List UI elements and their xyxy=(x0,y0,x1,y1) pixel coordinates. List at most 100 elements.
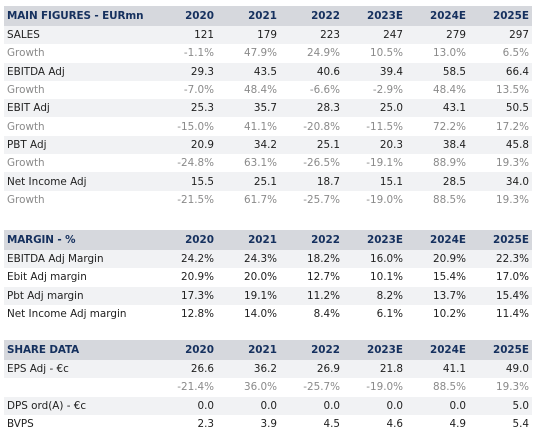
cell-value: 29.3 xyxy=(190,65,214,78)
year-header: 2021 xyxy=(248,344,277,356)
cell-value: 25.0 xyxy=(379,102,403,115)
table-row: EPS Adj - €c 26.6 36.2 26.9 21.8 41.1 49.0 xyxy=(4,360,532,379)
year-header: 2020 xyxy=(185,234,214,246)
year-header: 2025E xyxy=(492,234,529,246)
cell-value: 26.6 xyxy=(190,363,214,376)
row-label: Growth xyxy=(7,47,45,60)
cell-value: 13.7% xyxy=(432,289,466,302)
growth-row: Growth -24.8% 63.1% -26.5% -19.1% 88.9% 19.3% xyxy=(4,154,532,172)
cell-value: -21.5% xyxy=(177,193,214,206)
year-header: 2025E xyxy=(492,344,529,356)
year-header: 2025E xyxy=(492,10,529,22)
cell-value: 223 xyxy=(320,29,340,42)
cell-value: 58.5 xyxy=(442,65,466,78)
cell-value: -1.1% xyxy=(183,47,214,60)
row-label: Net Income Adj xyxy=(7,175,87,188)
section-rows: EPS Adj - €c 26.6 36.2 26.9 21.8 41.1 49.0 -21.… xyxy=(4,360,532,433)
cell-value: -19.1% xyxy=(366,157,403,170)
cell-value: 38.4 xyxy=(442,138,466,151)
cell-value: -24.8% xyxy=(177,157,214,170)
cell-value: 39.4 xyxy=(379,65,403,78)
cell-value: 88.5% xyxy=(432,381,466,394)
cell-value: 0.0 xyxy=(449,399,466,412)
cell-value: 16.0% xyxy=(369,253,403,266)
cell-value: 4.5 xyxy=(323,418,340,431)
cell-value: 48.4% xyxy=(432,84,466,97)
cell-value: 41.1 xyxy=(442,363,466,376)
cell-value: 17.2% xyxy=(495,120,529,133)
cell-value: 18.2% xyxy=(306,253,340,266)
cell-value: 6.5% xyxy=(502,47,529,60)
cell-value: 88.9% xyxy=(432,157,466,170)
section-title: MARGIN - % xyxy=(7,234,76,246)
cell-value: 25.1 xyxy=(316,138,340,151)
table-row: EBIT Adj 25.3 35.7 28.3 25.0 43.1 50.5 xyxy=(4,99,532,118)
cell-value: 5.0 xyxy=(512,399,529,412)
cell-value: 43.5 xyxy=(253,65,277,78)
share-data-section: SHARE DATA 2020 2021 2022 2023E 2024E 20… xyxy=(4,340,532,433)
cell-value: 24.2% xyxy=(180,253,214,266)
cell-value: 13.5% xyxy=(495,84,529,97)
cell-value: 20.9 xyxy=(190,138,214,151)
cell-value: 10.5% xyxy=(369,47,403,60)
cell-value: -25.7% xyxy=(303,193,340,206)
growth-row: Growth -7.0% 48.4% -6.6% -2.9% 48.4% 13.5% xyxy=(4,81,532,99)
row-label: EPS Adj - €c xyxy=(7,363,69,376)
section-title: MAIN FIGURES - EURmn xyxy=(7,10,144,22)
cell-value: 0.0 xyxy=(386,399,403,412)
year-header: 2022 xyxy=(311,10,340,22)
cell-value: -19.0% xyxy=(366,193,403,206)
year-header: 2023E xyxy=(366,344,403,356)
row-label: Pbt Adj margin xyxy=(7,289,84,302)
cell-value: 41.1% xyxy=(243,120,277,133)
row-label: PBT Adj xyxy=(7,138,47,151)
year-header: 2021 xyxy=(248,10,277,22)
table-row: EBITDA Adj 29.3 43.5 40.6 39.4 58.5 66.4 xyxy=(4,62,532,81)
cell-value: 20.0% xyxy=(243,271,277,284)
cell-value: -2.9% xyxy=(372,84,403,97)
cell-value: 247 xyxy=(383,29,403,42)
cell-value: 63.1% xyxy=(243,157,277,170)
cell-value: 0.0 xyxy=(260,399,277,412)
cell-value: 24.9% xyxy=(306,47,340,60)
cell-value: 20.9% xyxy=(432,253,466,266)
row-label: EBIT Adj xyxy=(7,102,50,115)
table-row: Net Income Adj margin 12.8% 14.0% 8.4% 6.1% 1… xyxy=(4,305,532,323)
row-label: Growth xyxy=(7,193,45,206)
cell-value: 15.5 xyxy=(190,175,214,188)
cell-value: 88.5% xyxy=(432,193,466,206)
cell-value: 25.3 xyxy=(190,102,214,115)
cell-value: 5.4 xyxy=(512,418,529,431)
cell-value: 28.3 xyxy=(316,102,340,115)
cell-value: 28.5 xyxy=(442,175,466,188)
cell-value: 15.4% xyxy=(495,289,529,302)
cell-value: 2.3 xyxy=(197,418,214,431)
table-row: DPS ord(A) - €c 0.0 0.0 0.0 0.0 0.0 5.0 xyxy=(4,396,532,415)
row-label: Net Income Adj margin xyxy=(7,308,127,321)
section-header: MARGIN - % 2020 2021 2022 2023E 2024E 20… xyxy=(4,230,532,250)
cell-value: 36.0% xyxy=(243,381,277,394)
table-row: PBT Adj 20.9 34.2 25.1 20.3 38.4 45.8 xyxy=(4,135,532,155)
cell-value: 11.2% xyxy=(306,289,340,302)
cell-value: 12.7% xyxy=(306,271,340,284)
cell-value: 17.0% xyxy=(495,271,529,284)
cell-value: 20.3 xyxy=(379,138,403,151)
cell-value: 8.2% xyxy=(376,289,403,302)
cell-value: 19.3% xyxy=(495,381,529,394)
growth-row: Growth -1.1% 47.9% 24.9% 10.5% 13.0% 6.5% xyxy=(4,44,532,62)
cell-value: -25.7% xyxy=(303,381,340,394)
cell-value: 19.3% xyxy=(495,157,529,170)
main-figures-section: MAIN FIGURES - EURmn 2020 2021 2022 2023… xyxy=(4,6,532,209)
cell-value: 15.1 xyxy=(379,175,403,188)
cell-value: 0.0 xyxy=(323,399,340,412)
cell-value: -19.0% xyxy=(366,381,403,394)
cell-value: 0.0 xyxy=(197,399,214,412)
row-label: Ebit Adj margin xyxy=(7,271,87,284)
year-header: 2022 xyxy=(311,344,340,356)
cell-value: 179 xyxy=(257,29,277,42)
cell-value: 4.6 xyxy=(386,418,403,431)
cell-value: 19.3% xyxy=(495,193,529,206)
cell-value: 40.6 xyxy=(316,65,340,78)
cell-value: 21.8 xyxy=(379,363,403,376)
